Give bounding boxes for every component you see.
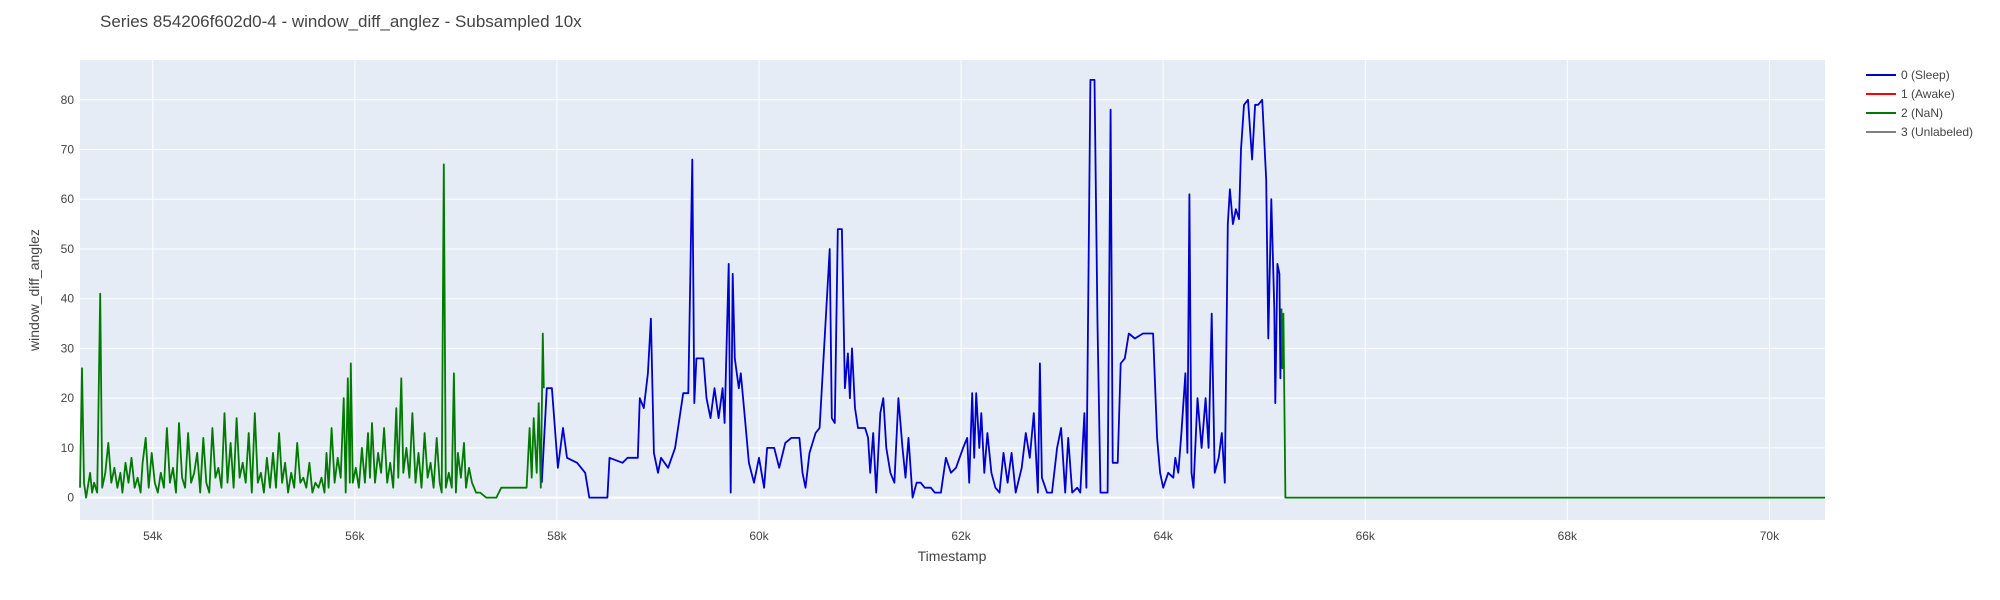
y-tick-label: 80 xyxy=(61,93,75,107)
y-tick-label: 50 xyxy=(61,242,75,256)
y-tick-label: 70 xyxy=(61,143,75,157)
x-tick-label: 58k xyxy=(547,529,567,543)
series-line-0 xyxy=(540,79,1283,499)
y-tick-label: 60 xyxy=(61,192,75,206)
x-tick-labels: 54k 56k 58k 60k 62k 64k 66k 68k 70k xyxy=(143,529,1780,543)
x-axis-title: Timestamp xyxy=(918,548,987,564)
y-tick-label: 10 xyxy=(61,441,75,455)
series-lines xyxy=(79,79,1825,499)
legend-label[interactable]: 2 (NaN) xyxy=(1901,106,1943,120)
legend-label[interactable]: 1 (Awake) xyxy=(1901,87,1955,101)
legend-label[interactable]: 0 (Sleep) xyxy=(1901,68,1950,82)
y-tick-labels: 0 10 20 30 40 50 60 70 80 xyxy=(61,93,75,505)
x-tick-label: 56k xyxy=(345,529,365,543)
y-axis-title: window_diff_anglez xyxy=(26,229,42,352)
x-tick-label: 60k xyxy=(749,529,769,543)
x-tick-label: 70k xyxy=(1760,529,1780,543)
series-line-2 xyxy=(79,163,545,499)
x-tick-label: 64k xyxy=(1153,529,1173,543)
x-tick-label: 62k xyxy=(951,529,971,543)
y-tick-label: 30 xyxy=(61,341,75,355)
x-tick-label: 54k xyxy=(143,529,163,543)
series-line-2 xyxy=(1280,308,1825,499)
y-tick-label: 20 xyxy=(61,391,75,405)
legend: 0 (Sleep) 1 (Awake) 2 (NaN) 3 (Unlabeled) xyxy=(1866,68,1973,139)
x-tick-label: 66k xyxy=(1356,529,1376,543)
chart-title: Series 854206f602d0-4 - window_diff_angl… xyxy=(100,12,582,31)
x-tick-label: 68k xyxy=(1558,529,1578,543)
y-tick-label: 0 xyxy=(67,491,74,505)
legend-label[interactable]: 3 (Unlabeled) xyxy=(1901,125,1973,139)
y-tick-label: 40 xyxy=(61,292,75,306)
